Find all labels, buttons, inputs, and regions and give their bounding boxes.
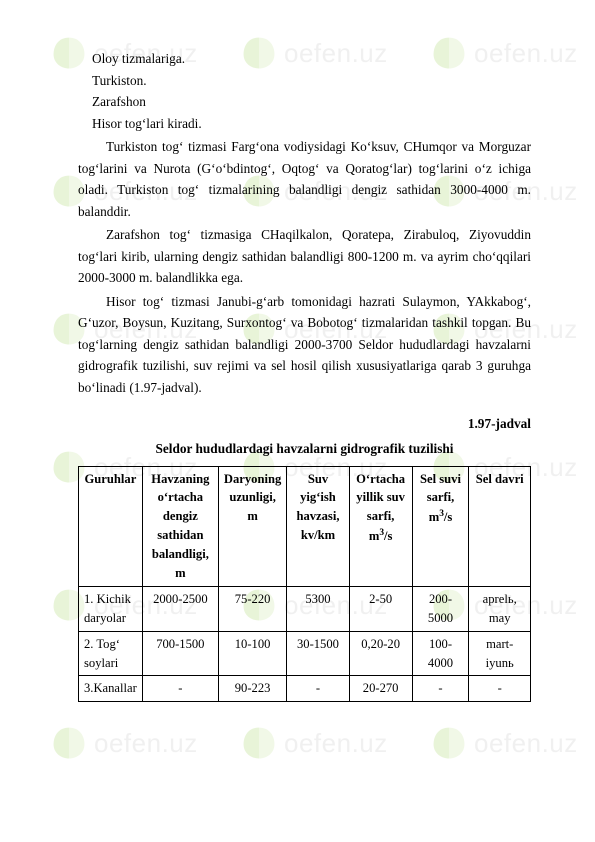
list-item: Oloy tizmalariga. — [92, 48, 531, 70]
data-table: GuruhlarHavzaning o‘rtacha dengiz sathid… — [78, 466, 531, 703]
table-cell: - — [469, 676, 531, 702]
table-cell: 75-220 — [218, 586, 286, 631]
table-header-cell: Sel suvi sarfi, m3/s — [412, 466, 469, 586]
table-header-cell: Suv yig‘ish havzasi, kv/km — [287, 466, 349, 586]
table-row: 1. Kichik daryolar2000-250075-22053002-5… — [79, 586, 531, 631]
table-header-cell: O‘rtacha yillik suv sarfi, m3/s — [349, 466, 412, 586]
table-cell: 200-5000 — [412, 586, 469, 631]
table-cell: - — [287, 676, 349, 702]
table-label: 1.97-jadval — [78, 413, 531, 435]
table-cell: mart-iyunь — [469, 631, 531, 676]
list-item: Turkiston. — [92, 70, 531, 92]
table-cell: 1. Kichik daryolar — [79, 586, 143, 631]
table-cell: aprelь, may — [469, 586, 531, 631]
table-cell: 2-50 — [349, 586, 412, 631]
table-cell: 10-100 — [218, 631, 286, 676]
list-item: Zarafshon — [92, 91, 531, 113]
table-cell: - — [412, 676, 469, 702]
table-title: Seldor hududlardagi havzalarni gidrograf… — [78, 438, 531, 460]
table-header-cell: Guruhlar — [79, 466, 143, 586]
table-cell: 100-4000 — [412, 631, 469, 676]
body-paragraph: Turkiston tog‘ tizmasi Farg‘ona vodiysid… — [78, 136, 531, 222]
table-cell: 700-1500 — [142, 631, 218, 676]
table-cell: 5300 — [287, 586, 349, 631]
table-cell: 3.Kanallar — [79, 676, 143, 702]
table-header-cell: Daryoning uzunligi, m — [218, 466, 286, 586]
body-paragraph: Zarafshon tog‘ tizmasiga CHaqilkalon, Qo… — [78, 224, 531, 289]
table-header-cell: Sel davri — [469, 466, 531, 586]
table-row: 2. Tog‘ soylari700-150010-10030-15000,20… — [79, 631, 531, 676]
body-paragraph: Hisor tog‘ tizmasi Janubi-g‘arb tomonida… — [78, 291, 531, 399]
table-row: 3.Kanallar-90-223-20-270-- — [79, 676, 531, 702]
table-cell: 2. Tog‘ soylari — [79, 631, 143, 676]
table-cell: 2000-2500 — [142, 586, 218, 631]
page-content: Oloy tizmalariga.Turkiston.ZarafshonHiso… — [0, 0, 595, 750]
table-cell: 30-1500 — [287, 631, 349, 676]
table-cell: - — [142, 676, 218, 702]
table-cell: 20-270 — [349, 676, 412, 702]
table-cell: 0,20-20 — [349, 631, 412, 676]
list-item: Hisor tog‘lari kiradi. — [92, 113, 531, 135]
table-header-cell: Havzaning o‘rtacha dengiz sathidan balan… — [142, 466, 218, 586]
table-cell: 90-223 — [218, 676, 286, 702]
